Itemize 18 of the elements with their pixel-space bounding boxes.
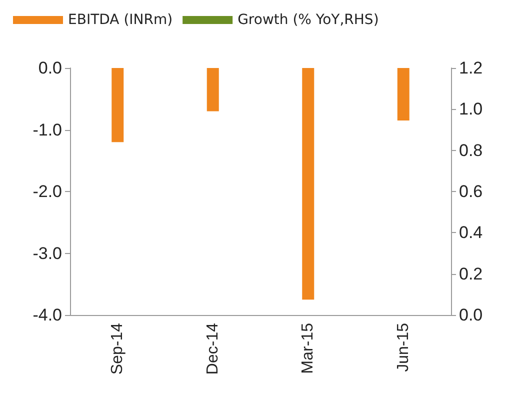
y2-tick-label: 0.4 <box>459 223 483 242</box>
y-tick-label: -4.0 <box>32 306 62 324</box>
legend-label: EBITDA (INRm) <box>68 12 173 28</box>
y2-tick-label: 0.2 <box>459 264 483 284</box>
y2-tick-label: 0.6 <box>459 182 483 201</box>
y-tick-label: 0.0 <box>38 58 62 78</box>
y2-tick-label: 0.8 <box>459 140 483 160</box>
y-tick-label: -3.0 <box>32 244 62 263</box>
y-tick-label: -2.0 <box>32 182 62 201</box>
y2-tick-label: 0.0 <box>459 306 483 324</box>
x-tick-label: Mar-15 <box>300 322 317 374</box>
x-tick-label: Sep-14 <box>109 322 126 375</box>
y2-tick-label: 1.0 <box>459 100 483 119</box>
y-tick-label: -1.0 <box>32 120 62 140</box>
y2-tick-label: 1.2 <box>459 58 483 78</box>
x-tick-label: Dec-14 <box>204 322 222 375</box>
x-tick-label: Jun-15 <box>394 322 412 372</box>
legend-label: Growth (% YoY,RHS) <box>238 12 379 28</box>
